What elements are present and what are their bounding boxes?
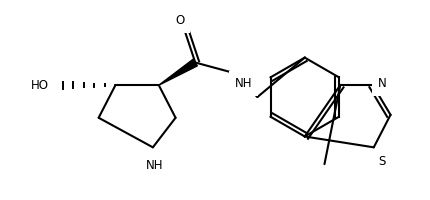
Text: NH: NH (234, 77, 252, 90)
Text: NH: NH (146, 159, 163, 172)
Text: O: O (175, 14, 184, 27)
Text: S: S (378, 155, 385, 168)
Text: N: N (377, 77, 386, 90)
Text: HO: HO (31, 79, 49, 92)
Polygon shape (158, 59, 197, 85)
